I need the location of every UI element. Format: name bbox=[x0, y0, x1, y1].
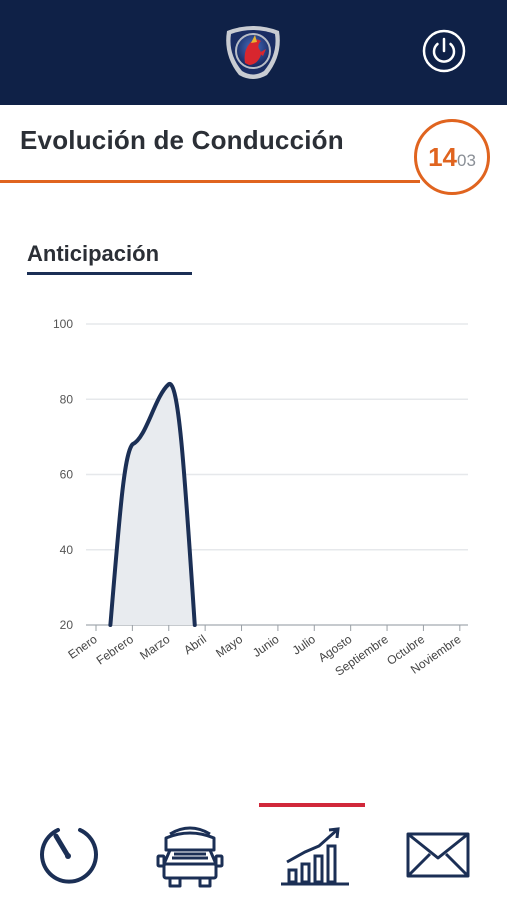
y-tick-label: 40 bbox=[60, 543, 74, 557]
active-tab-indicator bbox=[259, 803, 365, 807]
x-tick-label: Abril bbox=[181, 632, 209, 657]
y-tick-label: 80 bbox=[60, 392, 74, 406]
section-title: Anticipación bbox=[27, 241, 160, 266]
y-tick-label: 60 bbox=[60, 468, 74, 482]
series-line bbox=[108, 382, 197, 627]
title-underline bbox=[0, 180, 420, 183]
date-badge: 1403 bbox=[414, 119, 490, 195]
y-tick-label: 20 bbox=[60, 618, 74, 632]
x-tick-label: Julio bbox=[290, 632, 319, 658]
page-title: Evolución de Conducción bbox=[20, 125, 344, 155]
x-tick-label: Marzo bbox=[137, 632, 173, 663]
nav-truck[interactable] bbox=[150, 820, 230, 890]
power-icon[interactable] bbox=[421, 28, 467, 74]
y-tick-label: 100 bbox=[53, 317, 73, 331]
nav-messages[interactable] bbox=[398, 820, 478, 890]
truck-icon bbox=[156, 826, 224, 888]
section-underline bbox=[27, 272, 192, 275]
chart-growth-icon bbox=[281, 827, 349, 886]
title-row: Evolución de Conducción 1403 bbox=[0, 105, 507, 195]
mail-icon bbox=[406, 832, 470, 878]
date-day: 14 bbox=[428, 142, 457, 172]
x-tick-label: Mayo bbox=[213, 632, 245, 660]
x-tick-label: Junio bbox=[250, 632, 282, 660]
app-header bbox=[0, 0, 507, 105]
scania-griffin-logo bbox=[226, 26, 280, 79]
date-month: 03 bbox=[457, 151, 476, 170]
nav-evolution-chart[interactable] bbox=[275, 820, 355, 890]
x-tick-label: Febrero bbox=[94, 632, 137, 668]
speedometer-icon bbox=[40, 828, 98, 884]
series-area bbox=[110, 383, 195, 625]
nav-speedometer[interactable] bbox=[28, 820, 108, 890]
